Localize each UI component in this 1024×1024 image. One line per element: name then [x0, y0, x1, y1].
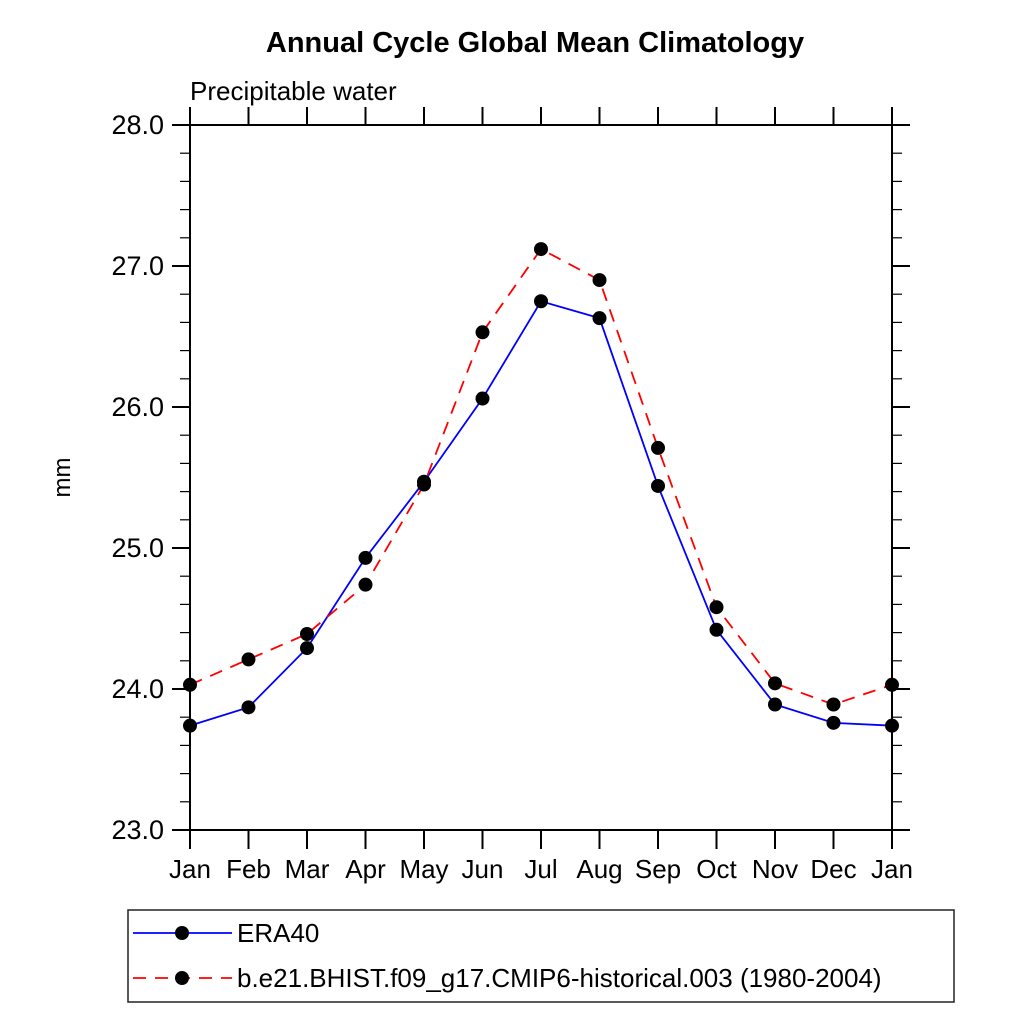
series-0-marker: [534, 294, 548, 309]
x-tick-label: Jul: [524, 854, 557, 884]
series-0-marker: [241, 700, 256, 715]
series-1-marker: [417, 477, 431, 492]
series-0-marker: [709, 622, 724, 637]
series-1-marker: [885, 677, 899, 692]
series-1-marker: [300, 627, 314, 642]
series-0-marker: [300, 641, 314, 656]
series-1-marker: [534, 242, 548, 257]
series-1-marker: [709, 600, 724, 615]
series-1-marker: [826, 697, 841, 712]
x-tick-label: Feb: [226, 854, 271, 884]
series-0-marker: [475, 391, 490, 406]
chart-title: Annual Cycle Global Mean Climatology: [266, 27, 804, 59]
legend-box: [127, 909, 955, 1003]
x-tick-label: Jan: [169, 854, 211, 884]
x-tick-label: Aug: [576, 854, 622, 884]
x-tick-label: Mar: [285, 854, 330, 884]
y-axis-label: mm: [49, 458, 76, 498]
series-0-marker: [768, 697, 782, 712]
series-1-marker: [592, 273, 607, 288]
x-tick-label: Dec: [810, 854, 856, 884]
plot-border: [189, 124, 893, 831]
x-tick-label: Sep: [635, 854, 681, 884]
legend-label-1: b.e21.BHIST.f09_g17.CMIP6-historical.003…: [237, 963, 882, 993]
x-tick-label: Jan: [871, 854, 913, 884]
y-tick-label: 24.0: [111, 674, 164, 704]
series-1-marker: [241, 652, 256, 667]
legend-marker-0: [175, 926, 189, 940]
y-tick-label: 28.0: [111, 110, 164, 140]
x-tick-label: May: [399, 854, 448, 884]
legend-marker-1: [175, 971, 189, 985]
x-tick-label: Apr: [345, 854, 386, 884]
series-0-marker: [826, 715, 841, 730]
y-tick-label: 27.0: [111, 251, 164, 281]
series-0-marker: [592, 311, 607, 326]
y-tick-label: 26.0: [111, 392, 164, 422]
series-line-1: [189, 247, 893, 706]
y-tick-label: 23.0: [111, 815, 164, 845]
y-tick-label: 25.0: [111, 533, 164, 563]
series-1-marker: [768, 676, 782, 691]
series-0-marker: [885, 718, 899, 733]
series-1-marker: [358, 577, 373, 592]
series-1-marker: [651, 440, 665, 455]
chart-subtitle: Precipitable water: [190, 76, 397, 106]
series-0-marker: [358, 550, 373, 565]
x-tick-label: Jun: [462, 854, 504, 884]
x-tick-label: Nov: [752, 854, 798, 884]
series-0-marker: [651, 478, 665, 493]
legend-label-0: ERA40: [237, 918, 319, 948]
x-tick-label: Oct: [696, 854, 737, 884]
series-1-marker: [183, 677, 197, 692]
series-line-0: [189, 300, 893, 727]
series-0-marker: [183, 718, 197, 733]
series-1-marker: [475, 325, 490, 340]
